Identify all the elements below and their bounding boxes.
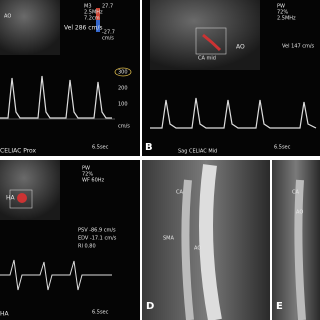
label: Sag CELIAC Mid xyxy=(178,149,217,155)
spine xyxy=(199,164,222,320)
label: WF 60Hz xyxy=(82,178,105,184)
label: M3 xyxy=(84,4,92,10)
label: 6.5sec xyxy=(92,310,109,316)
label: 6.5sec xyxy=(92,145,109,151)
label: cm/s xyxy=(102,36,114,42)
panel-e: CA AO E xyxy=(272,160,320,320)
flow xyxy=(17,193,27,203)
label: CA xyxy=(176,190,183,196)
us-image xyxy=(0,0,60,55)
panel-b: AO CA mid PW 72% 2.5MHz Vel 147 cm/s B S… xyxy=(142,0,320,156)
panel-a: AO M3 2.5MHz 7.2cm 27.7 -27.7 cm/s Vel 2… xyxy=(0,0,140,156)
aorta xyxy=(181,179,194,320)
label: cm/s xyxy=(118,124,130,130)
label: SMA xyxy=(163,236,174,242)
aorta xyxy=(294,179,306,320)
label: 2.5MHz xyxy=(84,10,103,16)
label: AO xyxy=(4,14,11,20)
label: AO xyxy=(194,246,201,252)
label: HA xyxy=(6,195,16,202)
label: CA xyxy=(292,190,299,196)
label: EDV -17.1 cm/s xyxy=(78,236,117,242)
label: 100 xyxy=(118,102,128,108)
label: 72% xyxy=(82,172,93,178)
panel-d: CA SMA AO D xyxy=(142,160,270,320)
doppler-waveform xyxy=(0,259,112,291)
color-scale xyxy=(96,20,100,32)
label: PW xyxy=(277,4,285,10)
color-box xyxy=(9,189,33,209)
panel-letter: B xyxy=(145,142,153,153)
color-box xyxy=(195,27,227,55)
label: RI 0.80 xyxy=(78,244,96,250)
panel-letter: D xyxy=(146,301,154,312)
label: AO xyxy=(236,44,245,51)
panel-c: HA PW 72% WF 60Hz PSV -86.9 cm/s EDV -17… xyxy=(0,160,140,320)
doppler-waveform xyxy=(150,97,317,129)
label: Vel 286 cm/s xyxy=(64,25,103,32)
label: PW xyxy=(82,166,90,172)
label: AO xyxy=(296,210,303,216)
label: CELIAC Prox xyxy=(0,148,37,155)
label: 6.5sec xyxy=(274,145,291,151)
flow xyxy=(202,33,222,52)
label: -27.7 xyxy=(102,30,115,36)
label: HA xyxy=(0,311,10,318)
label: CA mid xyxy=(198,56,216,62)
doppler-waveform xyxy=(0,75,112,119)
label: 7.2cm xyxy=(84,16,100,22)
label: Vel 147 cm/s xyxy=(282,44,315,50)
label: PSV -86.9 cm/s xyxy=(78,228,116,234)
label: 200 xyxy=(118,86,128,92)
highlight-oval xyxy=(114,67,132,77)
label: 72% xyxy=(277,10,288,16)
label: 300 xyxy=(118,70,128,76)
label: 27.7 xyxy=(102,4,113,10)
panel-letter: E xyxy=(276,301,283,312)
label: 2.5MHz xyxy=(277,16,296,22)
